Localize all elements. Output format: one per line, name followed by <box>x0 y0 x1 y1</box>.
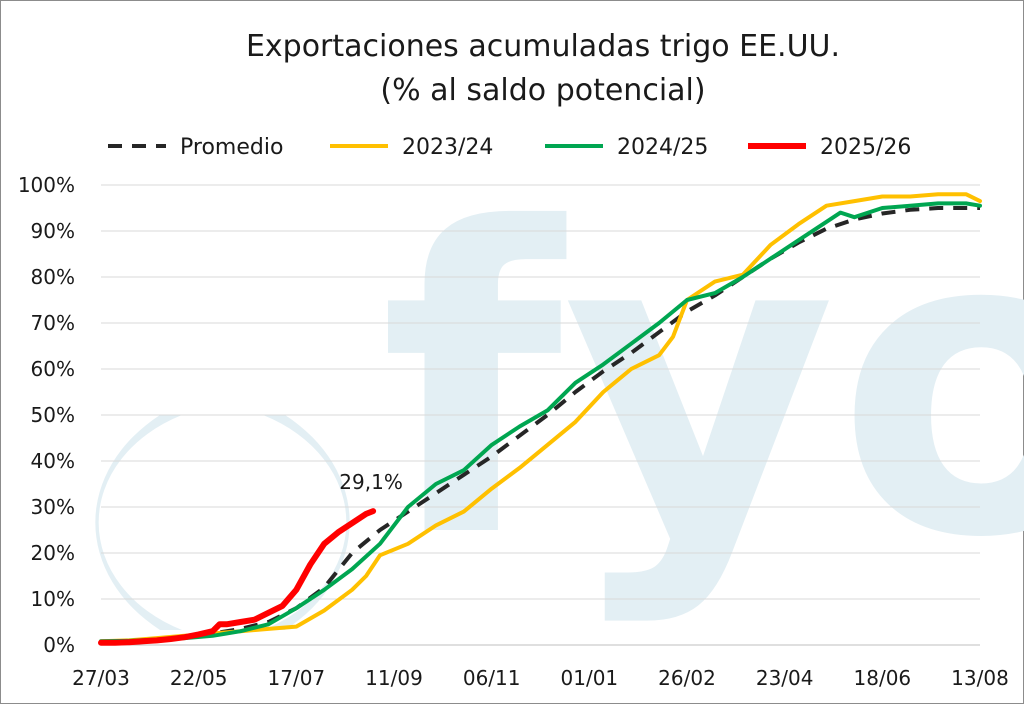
series-layer <box>98 192 982 646</box>
legend: Promedio 2023/24 2024/25 2025/26 <box>108 135 911 160</box>
watermark-arc-shape <box>95 415 182 630</box>
watermark-arc-shape <box>263 415 350 630</box>
x-tick-label: 13/08 <box>951 666 1009 690</box>
x-tick-label: 18/06 <box>854 666 912 690</box>
legend-label: 2025/26 <box>820 135 911 160</box>
x-tick-label: 17/07 <box>268 666 326 690</box>
x-tick-label: 06/11 <box>463 666 521 690</box>
series-line-2023-24 <box>99 192 982 644</box>
x-tick-label: 22/05 <box>170 666 228 690</box>
series-line-promedio <box>100 206 980 645</box>
last-value-annotation: 29,1% <box>339 470 403 494</box>
series-line-2025-26 <box>98 508 377 646</box>
chart-title-line-2: (% al saldo potencial) <box>380 73 705 108</box>
fyo-watermark: fyo <box>95 141 1024 630</box>
grid-lines <box>101 184 980 600</box>
y-tick-label: 40% <box>31 449 75 473</box>
y-tick-label: 70% <box>31 311 75 335</box>
y-tick-label: 60% <box>31 357 75 381</box>
y-tick-label: 0% <box>43 633 75 657</box>
y-tick-label: 50% <box>31 403 75 427</box>
legend-label: 2024/25 <box>617 135 708 160</box>
y-tick-label: 30% <box>31 495 75 519</box>
y-axis-ticks: 0% 10% 20% 30% 40% 50% 60% 70% 80% 90% 100% <box>18 173 75 657</box>
x-axis-ticks: 27/03 22/05 17/07 11/09 06/11 01/01 26/02 23/04… <box>72 666 1009 690</box>
y-tick-label: 80% <box>31 265 75 289</box>
x-tick-label: 26/02 <box>658 666 716 690</box>
legend-label: Promedio <box>180 135 283 160</box>
legend-label: 2023/24 <box>402 135 493 160</box>
y-tick-label: 90% <box>31 219 75 243</box>
x-tick-label: 23/04 <box>756 666 814 690</box>
series-line-2024-25 <box>99 201 982 644</box>
watermark-text: fyo <box>380 141 1024 630</box>
y-tick-label: 20% <box>31 541 75 565</box>
x-tick-label: 11/09 <box>365 666 423 690</box>
x-tick-label: 27/03 <box>72 666 130 690</box>
y-tick-label: 100% <box>18 173 75 197</box>
y-tick-label: 10% <box>31 587 75 611</box>
chart-title-line-1: Exportaciones acumuladas trigo EE.UU. <box>246 29 840 64</box>
x-tick-label: 01/01 <box>561 666 619 690</box>
